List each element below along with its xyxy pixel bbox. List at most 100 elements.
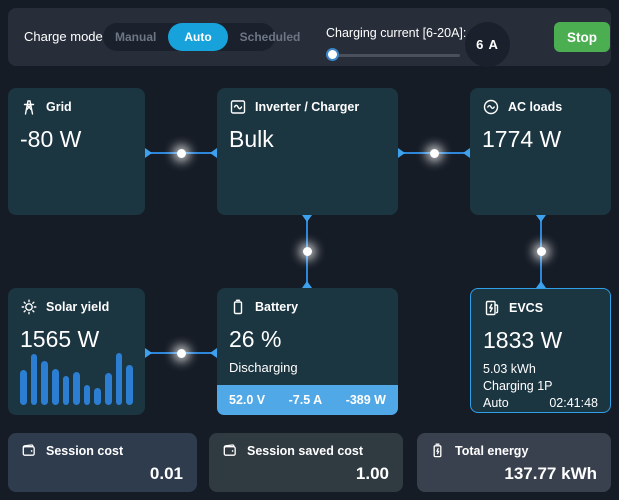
solar-bar xyxy=(51,369,59,405)
solar-panel-title: Solar yield xyxy=(46,300,110,314)
solar-bar xyxy=(41,361,48,405)
evcs-charging-status: Charging 1P xyxy=(483,379,553,393)
solar-bar xyxy=(126,365,134,405)
solar-bar xyxy=(94,387,102,405)
battery-measurements-bar: 52.0 V -7.5 A -389 W xyxy=(217,385,398,415)
session-saved-cost-header: Session saved cost xyxy=(221,442,391,459)
battery-panel-title: Battery xyxy=(255,300,299,314)
energy-flow-dot xyxy=(536,247,546,256)
mode-auto-button[interactable]: Auto xyxy=(168,23,228,51)
grid-panel-title: Grid xyxy=(46,100,72,114)
connector-endpoint xyxy=(463,148,470,158)
solar-yield-panel: Solar yield 1565 W xyxy=(8,288,145,415)
grid-panel: Grid -80 W xyxy=(8,88,145,215)
ev-charger-icon xyxy=(483,299,501,317)
stop-button[interactable]: Stop xyxy=(554,22,610,52)
session-cost-card: Session cost 0.01 xyxy=(8,433,197,492)
session-saved-cost-card: Session saved cost 1.00 xyxy=(209,433,403,492)
grid-panel-header: Grid xyxy=(8,88,145,116)
connector-endpoint xyxy=(145,148,152,158)
connector-solar-battery xyxy=(145,348,217,358)
charging-current-text: 6 A xyxy=(476,37,499,52)
solar-bar xyxy=(73,372,80,405)
battery-soc-value: 26 % xyxy=(229,326,282,352)
ac-loads-power-value: 1774 W xyxy=(482,126,562,152)
session-saved-cost-title: Session saved cost xyxy=(247,443,364,458)
connector-endpoint xyxy=(536,281,546,288)
connector-inverter-battery xyxy=(302,215,312,288)
energy-flow-dot xyxy=(176,348,186,358)
solar-bar xyxy=(30,353,38,405)
inverter-charger-panel: Inverter / Charger Bulk xyxy=(217,88,398,215)
inverter-panel-header: Inverter / Charger xyxy=(217,88,398,116)
energy-flow-dot xyxy=(429,148,439,158)
solar-panel-header: Solar yield xyxy=(8,288,145,316)
energy-flow-dot xyxy=(176,148,186,158)
battery-power: -389 W xyxy=(345,393,386,407)
wallet-icon xyxy=(20,442,37,459)
session-cost-value: 0.01 xyxy=(149,464,183,483)
battery-panel: Battery 26 % Discharging 52.0 V -7.5 A -… xyxy=(217,288,398,415)
inverter-icon xyxy=(229,98,247,116)
battery-current: -7.5 A xyxy=(288,393,323,407)
total-energy-title: Total energy xyxy=(455,443,529,458)
charging-current-label: Charging current [6-20A]: xyxy=(326,26,467,40)
battery-panel-header: Battery xyxy=(217,288,398,316)
ac-loads-panel: AC loads 1774 W xyxy=(470,88,611,215)
connector-endpoint xyxy=(398,148,405,158)
evcs-session-energy: 5.03 kWh xyxy=(483,362,536,376)
solar-bar-chart xyxy=(20,351,134,405)
evcs-panel-header: EVCS xyxy=(471,289,610,317)
slider-track[interactable] xyxy=(326,54,460,57)
mode-scheduled-button[interactable]: Scheduled xyxy=(228,23,313,51)
sun-icon xyxy=(20,298,38,316)
battery-status: Discharging xyxy=(229,360,298,375)
inverter-panel-title: Inverter / Charger xyxy=(255,100,360,114)
ac-loads-panel-title: AC loads xyxy=(508,100,563,114)
evcs-power-value: 1833 W xyxy=(483,327,563,353)
grid-pylon-icon xyxy=(20,98,38,116)
battery-voltage: 52.0 V xyxy=(229,393,266,407)
connector-endpoint xyxy=(210,148,217,158)
mode-manual-button[interactable]: Manual xyxy=(103,23,168,51)
ac-loads-panel-header: AC loads xyxy=(470,88,611,116)
session-saved-cost-value: 1.00 xyxy=(355,464,389,483)
total-energy-card: Total energy 137.77 kWh xyxy=(417,433,611,492)
solar-bar xyxy=(115,352,123,405)
session-cost-header: Session cost xyxy=(20,442,185,459)
evcs-panel[interactable]: EVCS 1833 W 5.03 kWh Charging 1P Auto 02… xyxy=(470,288,611,413)
ac-loads-icon xyxy=(482,98,500,116)
charge-mode-segmented: Manual Auto Scheduled xyxy=(103,23,300,51)
grid-power-value: -80 W xyxy=(20,126,82,152)
solar-bar xyxy=(20,370,27,405)
energy-flow-dot xyxy=(302,247,312,256)
battery-icon xyxy=(229,298,247,316)
connector-endpoint xyxy=(302,215,312,222)
slider-handle[interactable] xyxy=(326,48,339,61)
inverter-state-value: Bulk xyxy=(229,126,274,152)
charge-mode-label: Charge mode: xyxy=(24,29,107,44)
connector-endpoint xyxy=(210,348,217,358)
evcs-session-time: 02:41:48 xyxy=(549,396,598,410)
connector-endpoint xyxy=(145,348,152,358)
solar-bar xyxy=(83,385,91,405)
session-cost-title: Session cost xyxy=(46,443,124,458)
evcs-mode: Auto xyxy=(483,396,509,410)
connector-endpoint xyxy=(536,215,546,222)
total-energy-header: Total energy xyxy=(429,442,599,459)
control-bar: Charge mode: Manual Auto Scheduled Charg… xyxy=(8,8,611,67)
evcs-bottom-row: Auto 02:41:48 xyxy=(483,396,598,410)
battery-energy-icon xyxy=(429,442,446,459)
connector-acloads-evcs xyxy=(536,215,546,288)
connector-grid-inverter xyxy=(145,148,217,158)
wallet-icon xyxy=(221,442,238,459)
solar-bar xyxy=(62,375,70,405)
solar-power-value: 1565 W xyxy=(20,326,100,352)
connector-inverter-acloads xyxy=(398,148,470,158)
solar-bar xyxy=(105,372,112,405)
evcs-panel-title: EVCS xyxy=(509,301,544,315)
connector-endpoint xyxy=(302,281,312,288)
charging-current-value: 6 A xyxy=(465,22,510,67)
charging-current-slider[interactable] xyxy=(326,48,460,62)
